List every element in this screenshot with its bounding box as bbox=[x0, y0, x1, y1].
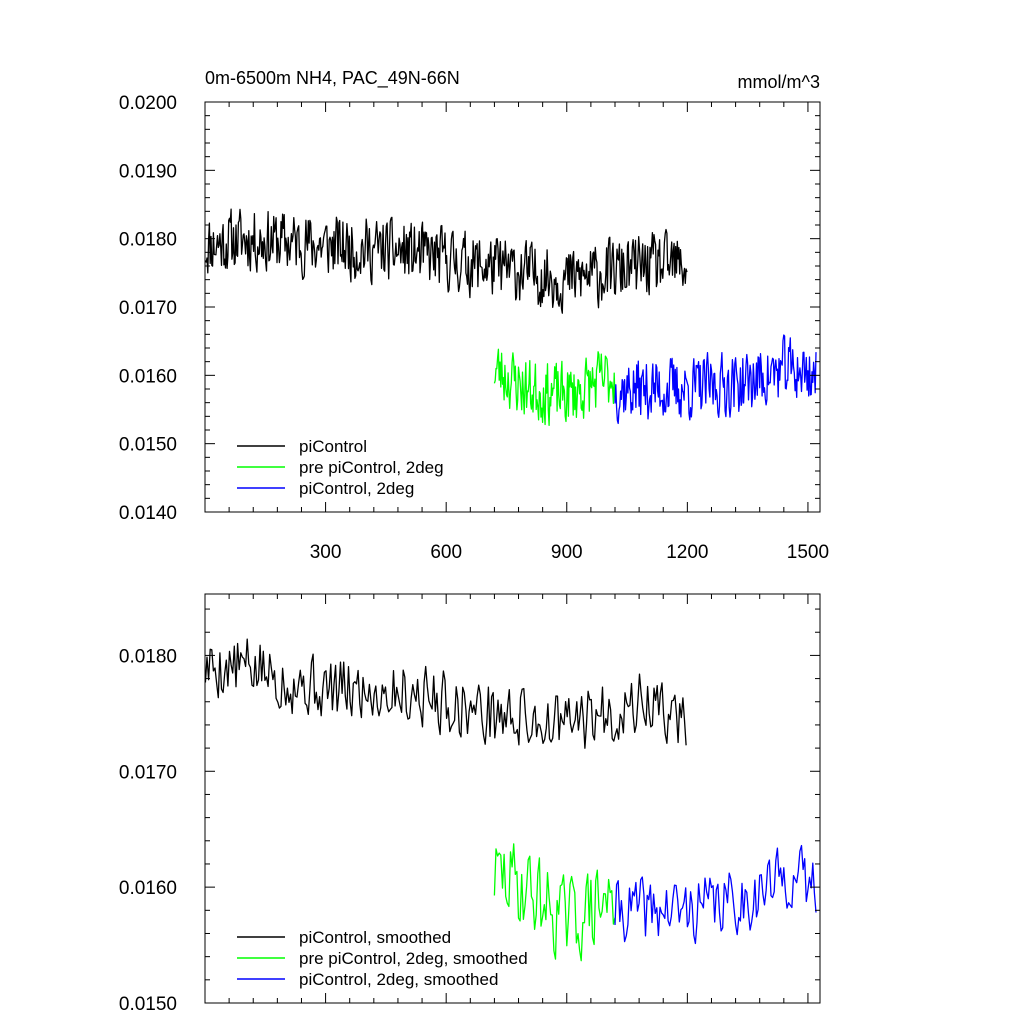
series-line-2 bbox=[614, 844, 817, 945]
y-tick-label: 0.0160 bbox=[119, 878, 177, 899]
bottom-panel: 0.0150 0.0160 0.0170 0.0180 piControl, smoot… bbox=[119, 593, 821, 1015]
y-tick-label: 0.0150 bbox=[119, 994, 177, 1015]
series-line-2 bbox=[614, 334, 817, 425]
y-tick-label: 0.0140 bbox=[119, 503, 177, 524]
legend-label-0: piControl bbox=[299, 437, 367, 456]
x-tick-label: 1500 bbox=[787, 542, 829, 563]
plot-frame bbox=[204, 593, 821, 1004]
series-line-0 bbox=[204, 638, 687, 749]
legend-label-2: piControl, 2deg bbox=[299, 479, 414, 498]
x-tick-label: 300 bbox=[310, 542, 342, 563]
series-line-1 bbox=[493, 843, 616, 962]
top-panel: 0.0140 0.0150 0.0160 0.0170 0.0180 0.0190 0.02… bbox=[119, 68, 829, 563]
legend-label-0: piControl, smoothed bbox=[299, 928, 451, 947]
y-tick-label: 0.0190 bbox=[119, 161, 177, 182]
y-tick-label: 0.0160 bbox=[119, 366, 177, 387]
y-tick-label: 0.0180 bbox=[119, 646, 177, 667]
x-tick-label: 900 bbox=[551, 542, 583, 563]
plot-frame bbox=[204, 101, 821, 513]
y-tick-label: 0.0150 bbox=[119, 435, 177, 456]
chart-title: 0m-6500m NH4, PAC_49N-66N bbox=[205, 68, 460, 89]
y-tick-label: 0.0180 bbox=[119, 230, 177, 251]
legend-label-1: pre piControl, 2deg, smoothed bbox=[299, 949, 528, 968]
legend-label-1: pre piControl, 2deg bbox=[299, 458, 444, 477]
series-line-1 bbox=[493, 348, 616, 427]
x-tick-label: 600 bbox=[430, 542, 462, 563]
units-label: mmol/m^3 bbox=[738, 72, 820, 92]
y-tick-label: 0.0170 bbox=[119, 298, 177, 319]
y-tick-label: 0.0200 bbox=[119, 93, 177, 114]
y-tick-label: 0.0170 bbox=[119, 762, 177, 783]
series-line-0 bbox=[204, 208, 688, 314]
x-tick-label: 1200 bbox=[666, 542, 708, 563]
legend-label-2: piControl, 2deg, smoothed bbox=[299, 970, 498, 989]
